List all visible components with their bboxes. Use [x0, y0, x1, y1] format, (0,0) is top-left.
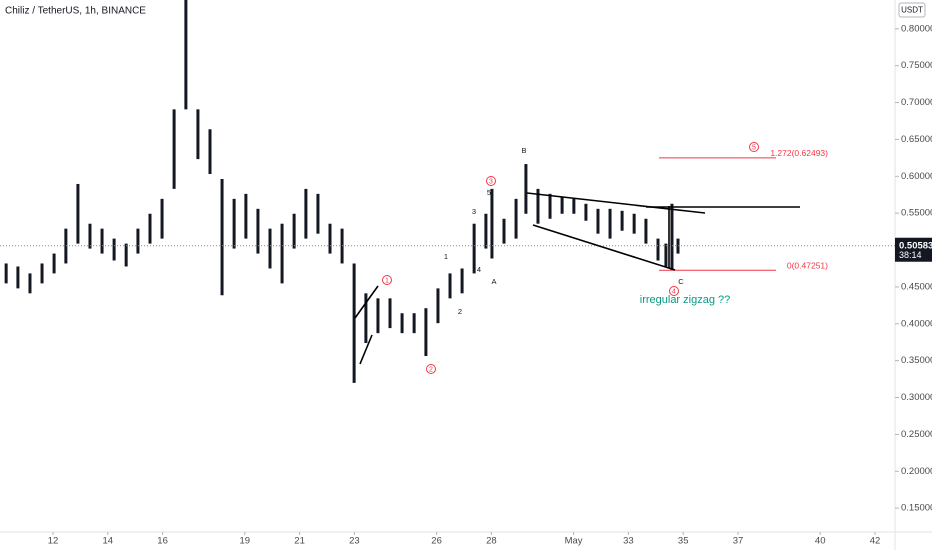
currency[interactable]: USDT — [901, 6, 923, 15]
chart-title: Chiliz / TetherUS, 1h, BINANCE — [5, 6, 146, 17]
wave-circled-label: 3 — [489, 178, 493, 185]
annotation: irregular zigzag ?? — [640, 294, 731, 306]
y-tick-label: 0.60000 — [901, 171, 932, 182]
y-tick-label: 0.20000 — [901, 466, 932, 477]
fib-label: 1.272(0.62493) — [770, 148, 828, 158]
x-tick-label: May — [565, 536, 583, 547]
y-tick-label: 0.25000 — [901, 429, 932, 440]
y-tick-label: 0.30000 — [901, 392, 932, 403]
wave-circle — [669, 286, 679, 296]
wave-circle — [426, 364, 436, 374]
y-tick-label: 0.40000 — [901, 318, 932, 329]
x-tick-label: 37 — [733, 536, 744, 547]
trendline — [532, 224, 676, 271]
x-tick-label: 21 — [294, 536, 305, 547]
y-tick-label: 0.75000 — [901, 60, 932, 71]
y-tick-label: 0.45000 — [901, 281, 932, 292]
wave-circled-label: 2 — [429, 366, 433, 373]
x-tick-label: 16 — [157, 536, 168, 547]
trendline — [526, 192, 706, 214]
price-tag-value: 0.50583 — [899, 240, 932, 251]
wave-circled-label: 4 — [672, 288, 676, 295]
wave-label: 3 — [472, 207, 476, 216]
wave-circled-label: 1 — [385, 277, 389, 284]
currency-box[interactable] — [898, 2, 926, 18]
y-tick-label: 0.70000 — [901, 97, 932, 108]
y-tick-label: 0.15000 — [901, 503, 932, 514]
y-tick-label: 0.80000 — [901, 23, 932, 34]
x-tick-label: 19 — [240, 536, 251, 547]
countdown: 38:14 — [899, 250, 922, 260]
x-tick-label: 35 — [678, 536, 689, 547]
trendline — [354, 285, 379, 319]
wave-circle — [382, 275, 392, 285]
y-tick-label: 0.55000 — [901, 208, 932, 219]
x-tick-label: 23 — [349, 536, 360, 547]
x-tick-label: 40 — [815, 536, 826, 547]
wave-circled-label: 5 — [752, 144, 756, 151]
wave-label: 2 — [458, 307, 462, 316]
wave-label: A — [491, 277, 496, 286]
x-tick-label: 12 — [48, 536, 59, 547]
wave-circle — [749, 142, 759, 152]
fib-label: 0(0.47251) — [787, 261, 828, 271]
wave-label: 5 — [487, 188, 491, 197]
x-tick-label: 26 — [431, 536, 442, 547]
wave-label: 1 — [444, 252, 448, 261]
wave-circle — [486, 176, 496, 186]
y-tick-label: 0.65000 — [901, 134, 932, 145]
trendline — [359, 334, 373, 365]
wave-label: 4 — [477, 265, 481, 274]
x-tick-label: 14 — [103, 536, 114, 547]
x-tick-label: 33 — [623, 536, 634, 547]
x-tick-label: 28 — [486, 536, 497, 547]
wave-label: B — [521, 146, 526, 155]
wave-label: C — [678, 277, 684, 286]
y-tick-label: 0.35000 — [901, 355, 932, 366]
x-tick-label: 42 — [870, 536, 881, 547]
price-tag — [895, 237, 932, 262]
